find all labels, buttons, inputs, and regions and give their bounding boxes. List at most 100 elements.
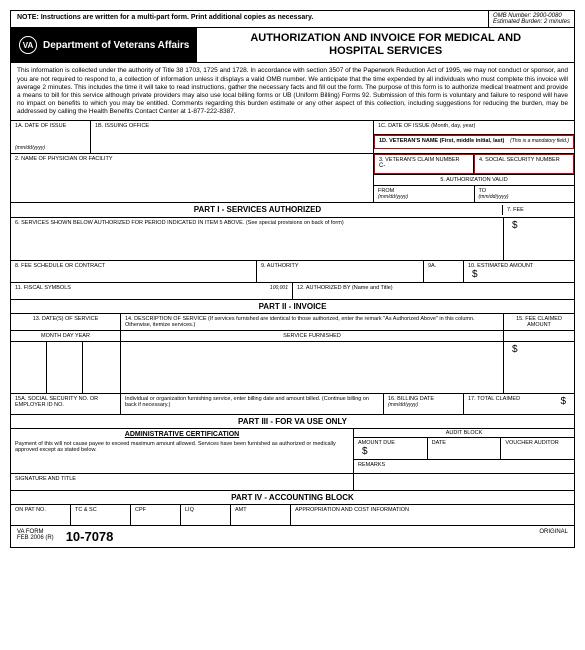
admin-cert: ADMINISTRATIVE CERTIFICATION Payment of … xyxy=(11,429,354,473)
instructions-note: NOTE: Instructions are written for a mul… xyxy=(11,11,488,27)
row-2: 2. NAME OF PHYSICIAN OR FACILITY 3. VETE… xyxy=(11,154,574,203)
form-page: NOTE: Instructions are written for a mul… xyxy=(10,10,575,548)
field-12[interactable]: 12. AUTHORIZED BY (Name and Title) xyxy=(293,283,574,299)
sub-14: SERVICE FURNISHED xyxy=(121,331,504,341)
cpf[interactable]: CPF xyxy=(131,505,181,525)
row-admin: ADMINISTRATIVE CERTIFICATION Payment of … xyxy=(11,429,574,474)
row-11-12: 11. FISCAL SYMBOLS 100,001 12. AUTHORIZE… xyxy=(11,283,574,300)
field-15: 15. FEE CLAIMED AMOUNT xyxy=(504,314,574,330)
dept-name: Department of Veterans Affairs xyxy=(43,40,189,51)
field-4[interactable]: 4. SOCIAL SECURITY NUMBER xyxy=(474,154,574,174)
svc-day[interactable] xyxy=(47,342,83,393)
field-10[interactable]: 10. ESTIMATED AMOUNT $ xyxy=(464,261,574,282)
label-13: 13. DATE(S) OF SERVICE xyxy=(15,316,116,322)
liq[interactable]: LIQ xyxy=(181,505,231,525)
section-p1: PART I - SERVICES AUTHORIZED 7. FEE xyxy=(11,203,574,218)
original-label: ORIGINAL xyxy=(533,526,574,547)
remarks[interactable]: REMARKS xyxy=(354,460,574,470)
dept-block: VA Department of Veterans Affairs xyxy=(11,28,197,62)
label-11: 11. FISCAL SYMBOLS xyxy=(15,285,71,291)
field-2[interactable]: 2. NAME OF PHYSICIAN OR FACILITY xyxy=(11,154,374,202)
svc-desc[interactable] xyxy=(121,342,504,393)
section-p4: PART IV - ACCOUNTING BLOCK xyxy=(11,491,574,505)
field-17[interactable]: 17. TOTAL CLAIMED $ xyxy=(464,394,574,414)
field-16[interactable]: 16. BILLING DATE (mm/dd/yyyy) xyxy=(384,394,464,414)
label-4: 4. SOCIAL SECURITY NUMBER xyxy=(479,157,569,163)
field-9[interactable]: 9. AUTHORITY xyxy=(257,261,424,282)
va-logo-icon: VA xyxy=(19,36,37,54)
label-5: 5. AUTHORIZATION VALID xyxy=(440,177,507,183)
va-form-label: VA FORM FEB 2006 (R) xyxy=(11,526,60,547)
label-15a: 15A. SOCIAL SECURITY NO. OR EMPLOYER ID … xyxy=(15,396,98,408)
row-15a-17: 15A. SOCIAL SECURITY NO. OR EMPLOYER ID … xyxy=(11,394,574,415)
field-1d[interactable]: 1D. VETERAN'S NAME (First, middle initia… xyxy=(374,135,574,149)
right-col-1: 1C. DATE OF ISSUE (Month, day, year) 1D.… xyxy=(374,121,574,153)
remarks-ext[interactable] xyxy=(354,474,574,490)
disclaimer-text: This information is collected under the … xyxy=(11,63,574,121)
svc-fee[interactable]: $ xyxy=(504,342,574,393)
title-p1: PART I - SERVICES AUTHORIZED xyxy=(13,205,502,215)
tc-sc[interactable]: TC & SC xyxy=(71,505,131,525)
row-1: 1A. DATE OF ISSUE (mm/dd/yyyy) 1B. ISSUI… xyxy=(11,121,574,154)
audit-title: AUDIT BLOCK xyxy=(354,429,574,438)
va-form-date: FEB 2006 (R) xyxy=(17,535,54,541)
sub-1a: (mm/dd/yyyy) xyxy=(15,145,86,151)
label-remarks: REMARKS xyxy=(358,462,385,468)
row-13-15-hdr: 13. DATE(S) OF SERVICE 14. DESCRIPTION O… xyxy=(11,314,574,331)
omb-block: OMB Number: 2900-0080 Estimated Burden: … xyxy=(488,11,574,27)
field-5-from[interactable]: FROM (mm/dd/yyyy) xyxy=(374,186,475,202)
voucher-auditor[interactable]: VOUCHER AUDITOR xyxy=(501,438,574,459)
field-3[interactable]: 3. VETERAN'S CLAIM NUMBER C- xyxy=(374,154,474,174)
label-10: 10. ESTIMATED AMOUNT xyxy=(468,263,570,269)
audit-block: AUDIT BLOCK AMOUNT DUE $ DATE VOUCHER AU… xyxy=(354,429,574,473)
note-1d: (This is a mandatory field.) xyxy=(510,138,569,146)
field-1b[interactable]: 1B. ISSUING OFFICE xyxy=(91,121,374,153)
label-6: 6. SERVICES SHOWN BELOW AUTHORIZED FOR P… xyxy=(15,220,499,226)
dollar-amt-due: $ xyxy=(358,446,372,457)
row-service-body: $ xyxy=(11,342,574,394)
label-sig: SIGNATURE AND TITLE xyxy=(15,476,76,482)
title-line-2: HOSPITAL SERVICES xyxy=(201,45,570,58)
field-8[interactable]: 8. FEE SCHEDULE OR CONTRACT xyxy=(11,261,257,282)
right-col-2: 3. VETERAN'S CLAIM NUMBER C- 4. SOCIAL S… xyxy=(374,154,574,202)
row-acct: ON PAT NO. TC & SC CPF LIQ AMT APPROPRIA… xyxy=(11,505,574,526)
header-row: VA Department of Veterans Affairs AUTHOR… xyxy=(11,28,574,63)
field-15a[interactable]: 15A. SOCIAL SECURITY NO. OR EMPLOYER ID … xyxy=(11,394,121,414)
svc-month[interactable] xyxy=(11,342,47,393)
field-7: 7. FEE xyxy=(502,205,572,215)
form-title: AUTHORIZATION AND INVOICE FOR MEDICAL AN… xyxy=(197,28,574,62)
appr[interactable]: APPROPRIATION AND COST INFORMATION xyxy=(291,505,574,525)
field-14: 14. DESCRIPTION OF SERVICE (If services … xyxy=(121,314,504,330)
admin-text: Payment of this will not cause payee to … xyxy=(15,441,349,453)
title-p3: PART III - FOR VA USE ONLY xyxy=(13,417,572,426)
label-1b: 1B. ISSUING OFFICE xyxy=(95,123,369,129)
blank-15 xyxy=(504,331,574,341)
label-9a: 9A. xyxy=(428,263,436,269)
section-p2: PART II - INVOICE xyxy=(11,300,574,314)
amt[interactable]: AMT xyxy=(231,505,291,525)
section-p3: PART III - FOR VA USE ONLY xyxy=(11,415,574,429)
row-13-15-sub: MONTH DAY YEAR SERVICE FURNISHED xyxy=(11,331,574,342)
dollar-10: $ xyxy=(468,269,482,280)
field-7-val[interactable]: $ xyxy=(504,218,574,260)
field-1c[interactable]: 1C. DATE OF ISSUE (Month, day, year) xyxy=(374,121,574,135)
field-6[interactable]: 6. SERVICES SHOWN BELOW AUTHORIZED FOR P… xyxy=(11,218,504,260)
cols-13: MONTH DAY YEAR xyxy=(11,331,121,341)
field-5-to[interactable]: TO (mm/dd/yyyy) xyxy=(475,186,575,202)
sub-5-to: (mm/dd/yyyy) xyxy=(479,194,571,200)
svc-year[interactable] xyxy=(83,342,121,393)
on-pat[interactable]: ON PAT NO. xyxy=(11,505,71,525)
label-9: 9. AUTHORITY xyxy=(261,263,299,269)
field-11[interactable]: 11. FISCAL SYMBOLS 100,001 xyxy=(11,283,293,299)
amt-due[interactable]: AMOUNT DUE $ xyxy=(354,438,428,459)
label-17: 17. TOTAL CLAIMED xyxy=(468,396,520,402)
prefix-3: C- xyxy=(379,163,469,169)
audit-date[interactable]: DATE xyxy=(428,438,502,459)
field-1a[interactable]: 1A. DATE OF ISSUE (mm/dd/yyyy) xyxy=(11,121,91,153)
field-9a[interactable]: 9A. xyxy=(424,261,464,282)
signature[interactable]: SIGNATURE AND TITLE xyxy=(11,474,354,490)
title-line-1: AUTHORIZATION AND INVOICE FOR MEDICAL AN… xyxy=(201,32,570,45)
label-12: 12. AUTHORIZED BY (Name and Title) xyxy=(297,285,393,291)
label-3: 3. VETERAN'S CLAIM NUMBER xyxy=(379,157,469,163)
label-1d: 1D. VETERAN'S NAME (First, middle initia… xyxy=(379,138,504,146)
